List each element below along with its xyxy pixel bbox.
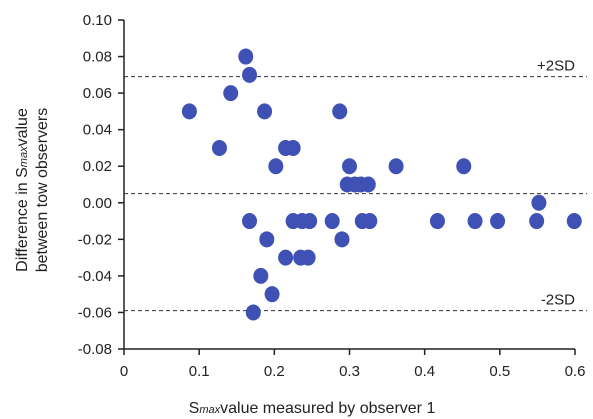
data-point [467,213,483,230]
data-point [362,213,378,230]
data-point [302,213,318,230]
y-tick-label: 0.06 [83,85,112,102]
data-point [360,176,376,193]
data-point [334,231,350,248]
data-point [529,213,545,230]
data-point [300,249,316,266]
x-axis-label-suffix: value measured by observer 1 [220,400,435,417]
plot-area: +2SD-2SD 0.100.080.060.040.020.00-0.02-0… [78,12,587,380]
y-axis-label-line1-prefix: Difference in S [14,167,31,272]
data-point [181,103,197,120]
data-point [490,213,506,230]
x-axis-label: Smaxvalue measured by observer 1 [189,400,436,417]
x-tick-label: 0.2 [264,363,285,380]
data-point [245,304,261,321]
y-tick-label: 0.08 [83,49,112,66]
y-axis-label: Difference in Smaxvalue between tow obse… [14,108,51,273]
x-tick-label: 0.5 [489,363,510,380]
y-ticks: 0.10 0.08 0.06 0.04 0.02 0.00 -0.02 -0.04 -0.06 -… [78,12,124,358]
y-tick-label: 0.04 [83,122,112,139]
x-axis-label-prefix: S [189,400,200,417]
y-axis-label-line1-suffix: value [14,108,31,146]
data-point [456,158,472,175]
x-tick-label: 0.6 [565,363,586,380]
data-point [259,231,275,248]
data-point [211,139,227,156]
data-point [242,213,258,230]
data-point [257,103,273,120]
reference-lines: +2SD -2SD [124,58,587,312]
y-tick-label: -0.02 [78,231,112,248]
data-point [238,48,254,65]
data-point [324,213,340,230]
y-tick-label: 0.00 [83,195,112,212]
y-tick-label: 0.10 [83,12,112,29]
data-point [332,103,348,120]
data-point [223,85,239,102]
data-point [531,194,547,211]
y-tick-label: -0.04 [78,268,112,285]
data-point [566,213,582,230]
data-point [264,286,280,303]
data-point [342,158,357,175]
y-axis-label-line1-sub: max [18,146,30,167]
y-axis-label-line2: between tow observers [34,108,51,273]
y-tick-label: -0.08 [78,341,112,358]
data-point [253,267,269,284]
y-tick-label: 0.02 [83,158,112,175]
data-point [242,66,258,83]
data-point [285,139,301,156]
data-point [429,213,445,230]
reference-line-label: -2SD [541,292,575,309]
x-axis-label-sub: max [199,404,220,416]
reference-line-label: +2SD [537,58,575,75]
x-tick-label: 0.1 [189,363,210,380]
y-tick-label: -0.06 [78,304,112,321]
data-point [388,158,404,175]
data-points [181,48,582,321]
x-ticks: 0 0.1 0.2 0.3 0.4 0.5 0.6 [120,349,586,380]
data-point [268,158,284,175]
x-tick-label: 0 [120,363,128,380]
y-axis-label-line1: Difference in Smaxvalue [14,108,31,272]
x-tick-label: 0.4 [414,363,435,380]
data-point [278,249,294,266]
x-tick-label: 0.3 [339,363,360,380]
